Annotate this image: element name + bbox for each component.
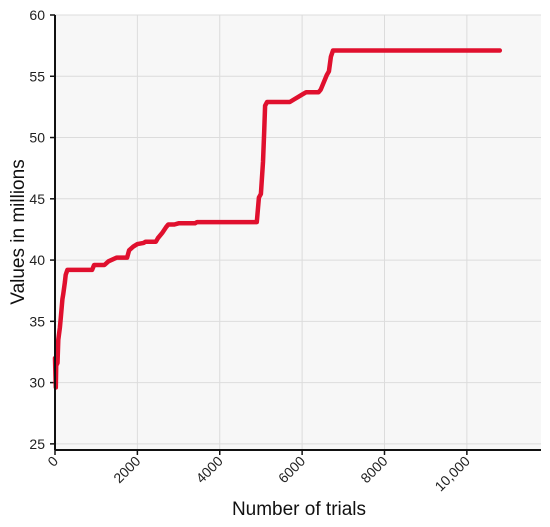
x-tick-label: 0 [44,453,61,470]
y-tick-label: 60 [29,7,45,23]
y-axis-ticks: 25 30 35 40 45 50 55 60 [29,7,55,452]
x-tick-label: 4000 [193,453,226,486]
y-tick-label: 50 [29,130,45,146]
x-axis-ticks: 0 2000 4000 6000 8000 10,000 [44,450,473,494]
x-tick-label: 10,000 [431,453,473,495]
grid [54,14,541,450]
series-line [52,48,503,390]
y-tick-label: 40 [29,252,45,268]
y-tick-label: 35 [29,313,45,329]
y-tick-label: 55 [29,68,45,84]
y-tick-label: 25 [29,436,45,452]
x-tick-label: 2000 [110,453,143,486]
x-tick-label: 8000 [357,453,390,486]
x-tick-label: 6000 [275,453,308,486]
x-axis-title: Number of trials [232,499,366,520]
y-tick-label: 45 [29,191,45,207]
y-axis-title: Values in millions [8,159,29,304]
plot-background [55,15,541,450]
y-tick-label: 30 [29,375,45,391]
